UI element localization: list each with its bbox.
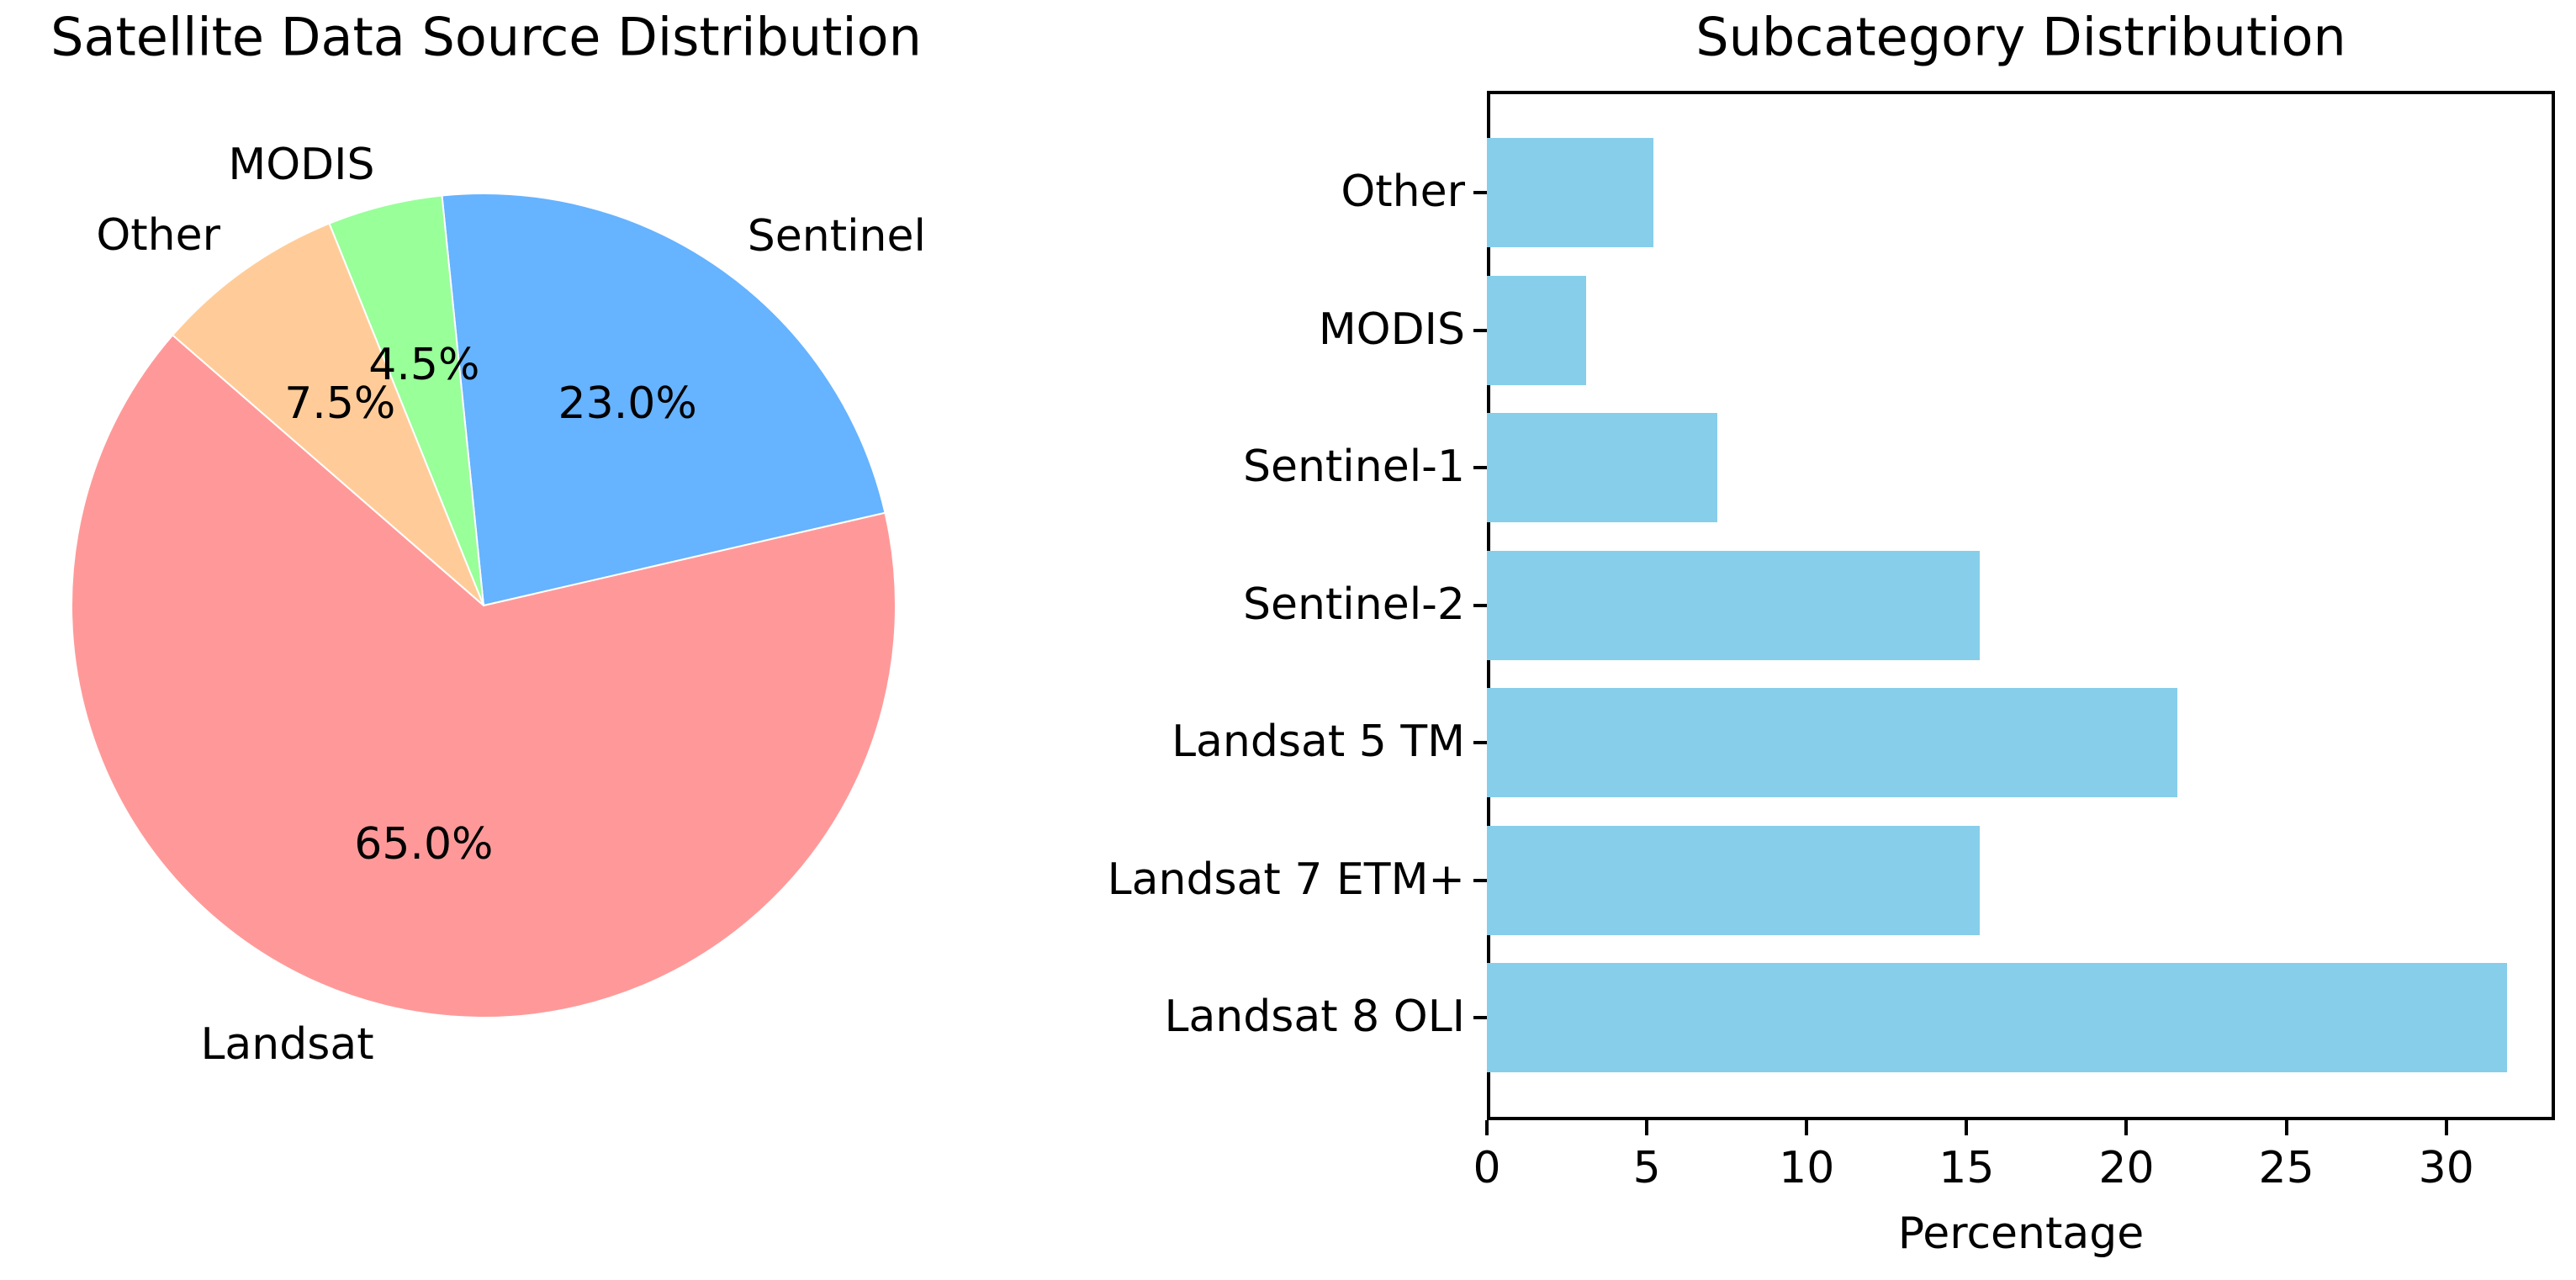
bar-category-label-other: Other bbox=[1341, 167, 1465, 218]
pie-slice-label-sentinel: Sentinel bbox=[747, 210, 926, 262]
bar-modis bbox=[1487, 275, 1586, 385]
x-tick-mark bbox=[2124, 1120, 2129, 1135]
bar-xaxis-label: Percentage bbox=[1897, 1209, 2145, 1259]
bar-landsat-8-oli bbox=[1487, 963, 2507, 1072]
y-tick-mark bbox=[1473, 603, 1487, 607]
pie-chart-title: Satellite Data Source Distribution bbox=[50, 6, 922, 68]
bar-category-label-landsat-8-oli: Landsat 8 OLI bbox=[1164, 992, 1465, 1043]
y-tick-mark bbox=[1473, 328, 1487, 332]
pie-percent-label-modis: 4.5% bbox=[368, 339, 480, 390]
x-tick-mark bbox=[2444, 1120, 2448, 1135]
bar-category-label-landsat-5-tm: Landsat 5 TM bbox=[1172, 717, 1465, 768]
y-tick-mark bbox=[1473, 741, 1487, 744]
y-tick-mark bbox=[1473, 191, 1487, 194]
pie-slice-label-landsat: Landsat bbox=[200, 1019, 374, 1071]
x-tick-mark bbox=[1645, 1120, 1649, 1135]
bar-category-label-landsat-7-etm-: Landsat 7 ETM+ bbox=[1107, 854, 1465, 905]
bar-landsat-5-tm bbox=[1487, 688, 2178, 797]
pie-percent-label-other: 7.5% bbox=[284, 378, 396, 429]
x-tick-mark bbox=[1965, 1120, 1969, 1135]
y-tick-mark bbox=[1473, 466, 1487, 469]
pie-chart bbox=[71, 193, 896, 1018]
x-tick-label-10: 10 bbox=[1779, 1143, 1835, 1194]
bar-other bbox=[1487, 138, 1653, 247]
x-tick-label-25: 25 bbox=[2258, 1143, 2314, 1194]
x-tick-mark bbox=[1485, 1120, 1489, 1135]
y-tick-mark bbox=[1473, 878, 1487, 882]
pie-slice-other bbox=[171, 222, 484, 606]
bar-category-label-sentinel-2: Sentinel-2 bbox=[1242, 579, 1465, 630]
x-tick-label-30: 30 bbox=[2418, 1143, 2474, 1194]
x-tick-mark bbox=[2284, 1120, 2288, 1135]
x-tick-label-0: 0 bbox=[1473, 1143, 1501, 1194]
x-tick-mark bbox=[1805, 1120, 1809, 1135]
bar-sentinel-2 bbox=[1487, 550, 1980, 660]
x-tick-label-5: 5 bbox=[1632, 1143, 1661, 1194]
y-tick-mark bbox=[1473, 1016, 1487, 1019]
pie-slice-landsat bbox=[71, 334, 896, 1018]
bar-chart-title: Subcategory Distribution bbox=[1695, 6, 2346, 68]
x-tick-label-20: 20 bbox=[2098, 1143, 2155, 1194]
pie-percent-label-sentinel: 23.0% bbox=[558, 378, 697, 430]
pie-slice-label-modis: MODIS bbox=[228, 139, 375, 190]
bar-category-label-sentinel-1: Sentinel-1 bbox=[1242, 442, 1465, 493]
pie-percent-label-landsat: 65.0% bbox=[354, 819, 494, 870]
bar-category-label-modis: MODIS bbox=[1318, 304, 1465, 355]
bar-sentinel-1 bbox=[1487, 413, 1717, 522]
pie-slice-label-other: Other bbox=[96, 210, 220, 262]
x-tick-label-15: 15 bbox=[1939, 1143, 1995, 1194]
bar-landsat-7-etm- bbox=[1487, 825, 1980, 935]
pie-slice-sentinel bbox=[441, 193, 886, 607]
